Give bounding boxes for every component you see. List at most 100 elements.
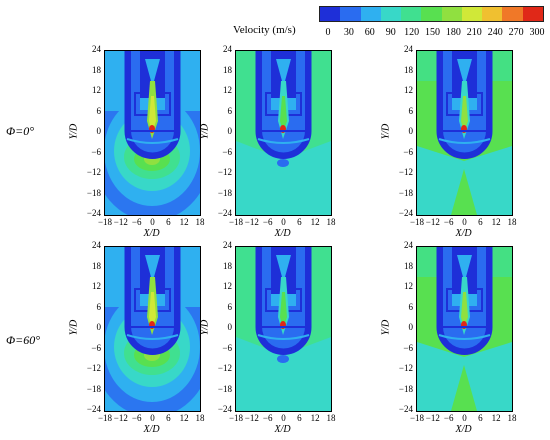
y-tick-label: 24: [404, 240, 413, 250]
row-label-phi-60: Φ=60°: [6, 333, 41, 347]
y-tick-label: −6: [403, 146, 413, 157]
x-tick-label: 12: [491, 217, 501, 227]
velocity-contour-plot: [105, 247, 200, 411]
x-tick-label: 0: [462, 217, 467, 227]
colorbar-tick-label: 210: [466, 27, 482, 38]
x-tick-label: 18: [326, 413, 336, 423]
velocity-colorbar: [319, 6, 544, 22]
colorbar-tick-label: 180: [445, 27, 461, 38]
x-tick-label: 18: [195, 413, 205, 423]
y-tick-label: 12: [92, 85, 101, 95]
y-tick-label: 0: [408, 126, 414, 136]
colorbar-tick-label: 120: [404, 27, 420, 38]
colorbar-tick-label: 60: [364, 27, 375, 38]
y-tick-label: 24: [92, 44, 101, 54]
colorbar-tick-label: 30: [343, 27, 354, 38]
x-tick-label: 0: [462, 413, 467, 423]
y-tick-label: 18: [92, 260, 101, 271]
y-tick-label: −18: [398, 187, 413, 198]
y-tick-label: −12: [217, 363, 232, 373]
x-tick-label: −12: [425, 413, 440, 423]
y-axis-label: Y/D: [68, 123, 80, 140]
y-tick-label: 18: [223, 64, 232, 75]
y-tick-label: 12: [404, 85, 413, 95]
y-tick-label: −18: [86, 383, 101, 394]
x-tick-label: 6: [166, 217, 171, 227]
y-tick-label: 12: [223, 281, 232, 291]
velocity-contour-plot: [236, 247, 331, 411]
y-axis-label: Y/D: [380, 319, 392, 336]
velocity-contour-plot: [236, 51, 331, 215]
colorbar-title: Velocity (m/s): [233, 24, 296, 36]
x-tick-label: −12: [244, 217, 259, 227]
y-tick-label: −18: [86, 187, 101, 198]
y-tick-label: 6: [96, 105, 102, 116]
x-tick-label: −6: [131, 217, 142, 227]
y-tick-label: −24: [217, 208, 232, 218]
y-tick-label: 6: [227, 301, 233, 312]
x-tick-label: 12: [491, 413, 501, 423]
y-tick-label: 24: [92, 240, 101, 250]
y-tick-label: −12: [398, 363, 413, 373]
x-tick-label: 18: [326, 217, 336, 227]
colorbar-segment: [421, 7, 442, 21]
contour-panel: [104, 50, 201, 216]
x-axis-label: X/D: [274, 424, 291, 435]
colorbar-tick-label: 90: [385, 27, 396, 38]
y-tick-label: −6: [222, 146, 232, 157]
contour-panel: [104, 246, 201, 412]
y-tick-label: 24: [223, 240, 232, 250]
x-tick-label: −6: [131, 413, 142, 423]
y-tick-label: −24: [86, 404, 101, 414]
x-tick-label: −18: [409, 413, 425, 423]
y-tick-label: 0: [227, 126, 233, 136]
contour-panel: [416, 50, 513, 216]
x-tick-label: 0: [281, 413, 286, 423]
y-tick-label: 12: [92, 281, 101, 291]
y-tick-label: −6: [91, 342, 101, 353]
y-tick-label: 0: [408, 322, 414, 332]
y-tick-label: −24: [86, 208, 101, 218]
colorbar-tick-label: 0: [325, 27, 331, 38]
velocity-contour-plot: [105, 51, 200, 215]
x-tick-label: −18: [228, 217, 244, 227]
contour-panel: [235, 246, 332, 412]
x-tick-label: 6: [297, 413, 302, 423]
colorbar-tick-label: 150: [425, 27, 440, 38]
x-tick-label: 0: [150, 413, 155, 423]
y-tick-label: 18: [404, 64, 413, 75]
colorbar-segment: [340, 7, 361, 21]
x-tick-label: 18: [195, 217, 205, 227]
x-tick-label: 12: [310, 413, 320, 423]
y-tick-label: 18: [404, 260, 413, 271]
y-tick-label: −6: [91, 146, 101, 157]
colorbar-segment: [502, 7, 523, 21]
x-tick-label: 12: [179, 413, 189, 423]
y-tick-label: 12: [404, 281, 413, 291]
y-tick-label: −18: [398, 383, 413, 394]
y-tick-label: −12: [86, 167, 101, 177]
y-tick-label: −24: [398, 404, 413, 414]
x-tick-label: −18: [409, 217, 425, 227]
y-axis-label: Y/D: [199, 319, 211, 336]
x-tick-label: −12: [244, 413, 259, 423]
y-tick-label: −12: [398, 167, 413, 177]
row-label-phi-0: Φ=0°: [6, 124, 35, 138]
colorbar-tick-label: 300: [529, 27, 545, 38]
y-tick-label: 6: [408, 105, 414, 116]
x-tick-label: −18: [97, 413, 113, 423]
x-tick-label: −18: [228, 413, 244, 423]
colorbar-segment: [320, 7, 341, 21]
colorbar-segment: [522, 7, 543, 21]
x-tick-label: 6: [478, 413, 483, 423]
x-tick-label: −12: [113, 413, 128, 423]
x-tick-label: −6: [262, 413, 273, 423]
colorbar-segment: [461, 7, 483, 21]
y-axis-label: Y/D: [68, 319, 80, 336]
y-tick-label: −24: [398, 208, 413, 218]
y-axis-label: Y/D: [199, 123, 211, 140]
x-tick-label: 12: [310, 217, 320, 227]
x-tick-label: 0: [281, 217, 286, 227]
y-tick-label: −18: [217, 187, 232, 198]
velocity-contour-plot: [417, 247, 512, 411]
